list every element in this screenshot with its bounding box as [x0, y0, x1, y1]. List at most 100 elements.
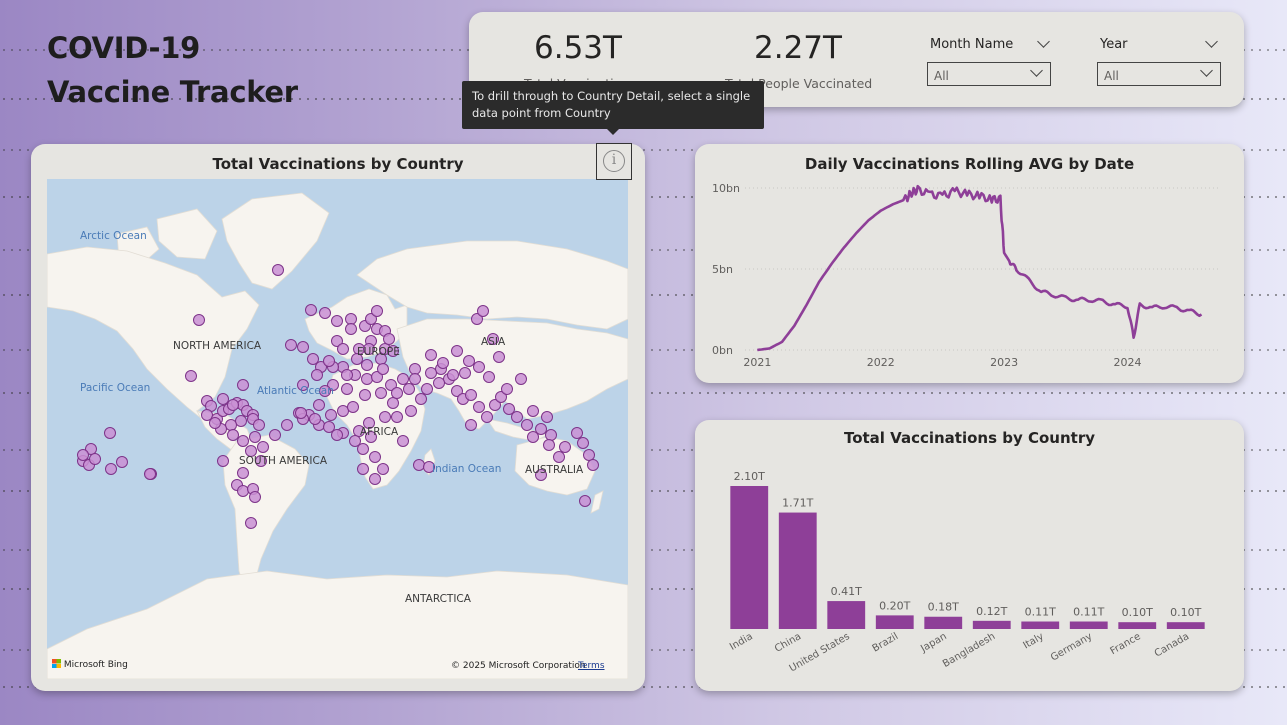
- country-bubble[interactable]: [237, 467, 249, 479]
- country-bubble[interactable]: [237, 435, 249, 447]
- country-bubble[interactable]: [249, 431, 261, 443]
- country-bubble[interactable]: [501, 383, 513, 395]
- map-terms-link[interactable]: Terms: [578, 661, 605, 671]
- country-bubble[interactable]: [437, 357, 449, 369]
- country-bubble[interactable]: [559, 441, 571, 453]
- country-bubble[interactable]: [379, 411, 391, 423]
- country-bubble[interactable]: [217, 393, 229, 405]
- country-bubble[interactable]: [365, 431, 377, 443]
- country-bubble[interactable]: [237, 485, 249, 497]
- country-bubble[interactable]: [363, 343, 375, 355]
- country-bubble[interactable]: [365, 313, 377, 325]
- country-bubble[interactable]: [465, 419, 477, 431]
- country-bubble[interactable]: [327, 379, 339, 391]
- country-bubble[interactable]: [413, 459, 425, 471]
- country-bubble[interactable]: [227, 429, 239, 441]
- country-bubble[interactable]: [331, 335, 343, 347]
- country-bubble[interactable]: [447, 369, 459, 381]
- country-bubble[interactable]: [309, 413, 321, 425]
- country-bubble[interactable]: [319, 307, 331, 319]
- country-bubble[interactable]: [391, 411, 403, 423]
- country-bubble[interactable]: [257, 441, 269, 453]
- country-bubble[interactable]: [351, 353, 363, 365]
- drill-through-info-button[interactable]: i: [596, 143, 632, 180]
- country-bubble[interactable]: [483, 371, 495, 383]
- country-bubble[interactable]: [77, 449, 89, 461]
- country-bubble[interactable]: [377, 463, 389, 475]
- country-bubble[interactable]: [375, 387, 387, 399]
- country-bubble[interactable]: [543, 439, 555, 451]
- country-bubble[interactable]: [307, 353, 319, 365]
- country-bubble[interactable]: [337, 343, 349, 355]
- line-chart[interactable]: 0bn 5bn 10bn 2021 2022 2023 2024: [695, 144, 1244, 383]
- country-bubble[interactable]: [235, 415, 247, 427]
- country-bubble[interactable]: [397, 373, 409, 385]
- country-bubble[interactable]: [245, 445, 257, 457]
- country-bubble[interactable]: [201, 409, 213, 421]
- country-bubble[interactable]: [193, 314, 205, 326]
- country-bubble[interactable]: [345, 313, 357, 325]
- bar[interactable]: [1021, 621, 1060, 629]
- country-bubble[interactable]: [433, 377, 445, 389]
- country-bubble[interactable]: [269, 429, 281, 441]
- country-bubble[interactable]: [357, 443, 369, 455]
- country-bubble[interactable]: [323, 355, 335, 367]
- country-bubble[interactable]: [331, 429, 343, 441]
- country-bubble[interactable]: [383, 333, 395, 345]
- country-bubble[interactable]: [391, 387, 403, 399]
- country-bubble[interactable]: [515, 373, 527, 385]
- country-bubble[interactable]: [583, 449, 595, 461]
- country-bubble[interactable]: [487, 333, 499, 345]
- country-bubble[interactable]: [89, 453, 101, 465]
- country-bubble[interactable]: [253, 419, 265, 431]
- country-bubble[interactable]: [345, 323, 357, 335]
- country-bubble[interactable]: [371, 305, 383, 317]
- country-bubble[interactable]: [535, 423, 547, 435]
- country-bubble[interactable]: [237, 379, 249, 391]
- country-bubble[interactable]: [295, 407, 307, 419]
- bar[interactable]: [875, 615, 914, 629]
- slicer-month-dropdown[interactable]: All: [927, 62, 1051, 86]
- country-bubble[interactable]: [325, 409, 337, 421]
- country-bubble[interactable]: [421, 383, 433, 395]
- bar[interactable]: [730, 486, 769, 629]
- country-bubble[interactable]: [409, 373, 421, 385]
- country-bubble[interactable]: [451, 345, 463, 357]
- country-bubble[interactable]: [361, 373, 373, 385]
- country-bubble[interactable]: [527, 431, 539, 443]
- country-bubble[interactable]: [341, 383, 353, 395]
- bar[interactable]: [1166, 622, 1205, 629]
- country-bubble[interactable]: [323, 421, 335, 433]
- country-bubble[interactable]: [541, 411, 553, 423]
- country-bubble[interactable]: [489, 399, 501, 411]
- country-bubble[interactable]: [209, 417, 221, 429]
- country-bubble[interactable]: [473, 361, 485, 373]
- country-bubble[interactable]: [405, 405, 417, 417]
- country-bubble[interactable]: [459, 367, 471, 379]
- country-bubble[interactable]: [571, 427, 583, 439]
- country-bubble[interactable]: [415, 393, 427, 405]
- bar[interactable]: [972, 620, 1011, 629]
- country-bubble[interactable]: [337, 405, 349, 417]
- country-bubble[interactable]: [297, 341, 309, 353]
- country-bubble[interactable]: [545, 429, 557, 441]
- country-bubble[interactable]: [387, 397, 399, 409]
- country-bubble[interactable]: [349, 435, 361, 447]
- bar[interactable]: [924, 616, 963, 629]
- country-bubble[interactable]: [477, 305, 489, 317]
- country-bubble[interactable]: [369, 451, 381, 463]
- country-bubble[interactable]: [451, 385, 463, 397]
- country-bubble[interactable]: [85, 443, 97, 455]
- country-bubble[interactable]: [493, 351, 505, 363]
- country-bubble[interactable]: [473, 401, 485, 413]
- country-bubble[interactable]: [387, 345, 399, 357]
- country-bubble[interactable]: [471, 313, 483, 325]
- country-bubble[interactable]: [353, 425, 365, 437]
- bar[interactable]: [1118, 622, 1157, 629]
- country-bubble[interactable]: [403, 383, 415, 395]
- map-bubbles[interactable]: [77, 264, 599, 529]
- bar[interactable]: [1069, 621, 1108, 629]
- country-bubble[interactable]: [347, 401, 359, 413]
- country-bubble[interactable]: [297, 379, 309, 391]
